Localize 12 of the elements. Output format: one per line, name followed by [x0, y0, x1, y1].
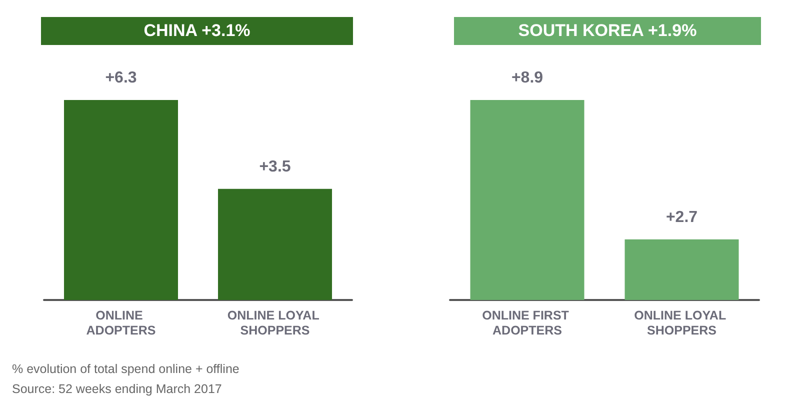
x-tick-label: ONLINE FIRST ADOPTERS	[482, 308, 572, 338]
data-label: +2.7	[666, 208, 698, 226]
x-tick-label: ONLINE LOYAL SHOPPERS	[227, 308, 323, 338]
x-tick-label: ONLINE ADOPTERS	[86, 308, 156, 338]
data-label: +8.9	[511, 70, 544, 86]
chart-title: SOUTH KOREA +1.9%	[454, 17, 761, 45]
data-label: +3.5	[259, 158, 291, 176]
data-label: +6.3	[105, 70, 137, 86]
source-note: Source: 52 weeks ending March 2017	[12, 382, 222, 396]
chart-title: CHINA +3.1%	[41, 17, 353, 45]
x-tick-label: ONLINE LOYAL SHOPPERS	[634, 308, 730, 338]
text: % evolution of total spend online + offline	[12, 362, 240, 376]
